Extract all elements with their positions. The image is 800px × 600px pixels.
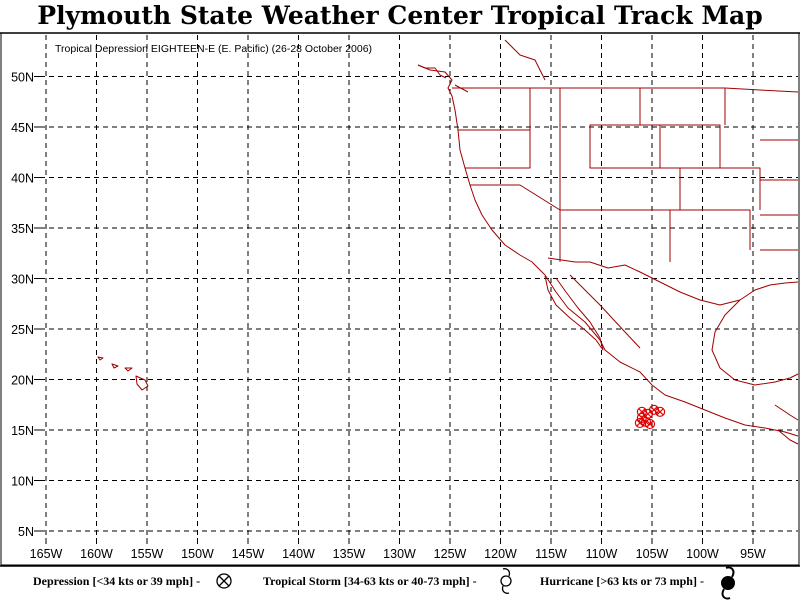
- lon-label: 125W: [434, 547, 467, 561]
- storm-track: [634, 404, 666, 430]
- lon-label: 145W: [232, 547, 265, 561]
- map-title: Plymouth State Weather Center Tropical T…: [37, 1, 762, 30]
- track-point-depression-icon: [634, 417, 645, 429]
- hawaii-islands: [97, 356, 149, 391]
- lat-label: 10N: [11, 475, 34, 489]
- lat-label: 15N: [11, 424, 34, 438]
- lon-label: 105W: [636, 547, 669, 561]
- map-frame: [0, 32, 800, 566]
- lon-label: 165W: [30, 547, 63, 561]
- lat-label: 5N: [18, 525, 34, 539]
- gulf-coast-mexico: [569, 274, 641, 349]
- legend-storm-label: Tropical Storm [34-63 kts or 40-73 mph] …: [263, 574, 477, 588]
- north-america-coastline: [417, 64, 799, 437]
- us-mexico-border: [547, 257, 741, 306]
- lon-label: 135W: [333, 547, 366, 561]
- lon-label: 130W: [383, 547, 416, 561]
- lon-label: 155W: [131, 547, 164, 561]
- lat-label: 25N: [11, 323, 34, 337]
- coastlines-and-borders: [97, 39, 799, 445]
- track-point-depression-icon: [654, 406, 666, 417]
- lon-label: 100W: [686, 547, 719, 561]
- gulf-of-mexico-coast: [711, 299, 799, 386]
- lat-label: 50N: [11, 71, 34, 85]
- baja-california: [544, 275, 604, 351]
- us-canada-border: [452, 87, 799, 93]
- track-point-depression-icon: [644, 418, 656, 430]
- lon-label: 160W: [80, 547, 113, 561]
- map-subtitle: Tropical Depression EIGHTEEN-E (E. Pacif…: [55, 43, 372, 55]
- legend-hurricane-label: Hurricane [>63 kts or 73 mph] -: [540, 574, 704, 588]
- lon-label: 95W: [740, 547, 766, 561]
- legend: Depression [<34 kts or 39 mph] - Tropica…: [33, 566, 735, 600]
- lat-label: 35N: [11, 222, 34, 236]
- lat-label: 20N: [11, 374, 34, 388]
- lat-label: 30N: [11, 273, 34, 287]
- lat-label: 45N: [11, 121, 34, 135]
- lon-label: 150W: [181, 547, 214, 561]
- depression-symbol-icon: [216, 573, 232, 589]
- canada-coast-detail: [417, 39, 546, 93]
- texas-coast: [739, 281, 799, 301]
- tropical-storm-symbol-icon: [500, 568, 512, 594]
- state-lines: [458, 88, 798, 262]
- central-america: [774, 404, 799, 421]
- lon-label: 140W: [282, 547, 315, 561]
- lat-lon-grid: 50N 45N 40N 35N 30N 25N 20N 15N 10N 5N 165W 160W 155…: [11, 35, 798, 561]
- lon-label: 110W: [586, 547, 618, 561]
- lon-label: 115W: [535, 547, 567, 561]
- central-america-coast-south: [777, 429, 799, 445]
- legend-depression-label: Depression [<34 kts or 39 mph] -: [33, 574, 200, 588]
- hurricane-symbol-icon: [721, 566, 735, 600]
- lat-label: 40N: [11, 172, 34, 186]
- lon-label: 120W: [484, 547, 517, 561]
